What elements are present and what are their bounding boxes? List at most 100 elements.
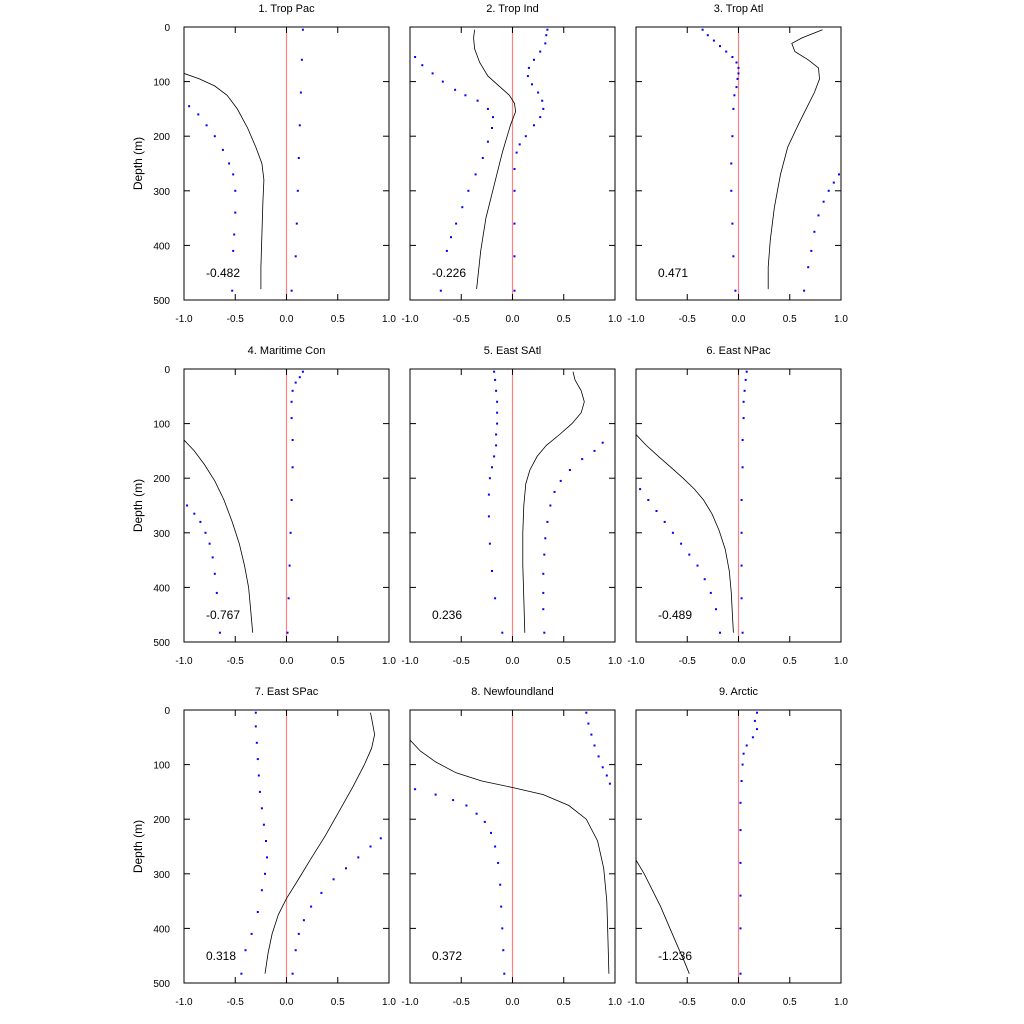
panel-title: 1. Trop Pac: [258, 3, 315, 15]
x-tick-label: 1.0: [382, 656, 396, 667]
y-tick-label: 400: [153, 924, 170, 935]
bound-point: [499, 883, 502, 886]
bound-point: [260, 807, 263, 810]
y-tick-label: 500: [153, 638, 170, 649]
bound-point: [732, 107, 735, 110]
bound-point: [414, 788, 417, 791]
bound-point: [465, 804, 468, 807]
x-tick-label: 1.0: [834, 997, 848, 1008]
bound-point: [291, 972, 294, 975]
bound-point: [232, 249, 235, 252]
bound-point: [494, 597, 497, 600]
bound-point: [543, 553, 546, 556]
bound-point: [737, 72, 740, 75]
x-tick-label: 1.0: [834, 656, 848, 667]
bound-point: [740, 780, 743, 782]
bound-point: [294, 949, 297, 952]
x-tick-label: 0.5: [331, 314, 345, 325]
bound-point: [518, 143, 521, 146]
bound-point: [822, 200, 825, 203]
bound-point: [725, 50, 728, 53]
bound-point: [439, 289, 442, 292]
bound-point: [543, 631, 546, 634]
correlation-line: [184, 73, 265, 290]
correlation-value: 0.318: [206, 949, 236, 963]
bound-point: [256, 758, 259, 761]
bound-point: [731, 56, 734, 58]
bound-point: [213, 572, 216, 575]
panel-title: 9. Arctic: [719, 686, 759, 698]
y-tick-label: 0: [164, 365, 170, 376]
correlation-value: 0.236: [432, 608, 462, 622]
correlation-line: [767, 29, 823, 290]
x-tick-label: 0.0: [280, 314, 294, 325]
bound-point: [434, 793, 437, 796]
bound-point: [597, 755, 600, 758]
bound-point: [559, 479, 562, 482]
x-tick-label: 1.0: [608, 656, 622, 667]
bound-point: [474, 173, 477, 176]
bound-point: [233, 233, 236, 236]
bound-point: [486, 107, 489, 110]
bound-point: [379, 837, 382, 840]
bound-point: [494, 845, 497, 848]
x-tick-label: 0.0: [506, 997, 520, 1008]
bound-point: [496, 400, 499, 403]
bound-point: [254, 725, 257, 728]
bound-point: [745, 744, 748, 747]
bound-point: [301, 28, 304, 31]
bound-point: [244, 949, 247, 952]
bound-point: [487, 493, 490, 496]
bound-point: [739, 829, 742, 832]
bound-point: [741, 439, 744, 441]
bound-point: [838, 173, 840, 176]
bound-point: [475, 812, 478, 815]
x-tick-label: 0.0: [280, 656, 294, 667]
x-tick-label: 0.0: [506, 314, 520, 325]
bound-point: [486, 140, 489, 143]
bound-point: [441, 80, 444, 83]
y-tick-label: 300: [153, 529, 170, 540]
bound-point: [298, 376, 301, 379]
panel-1: 1. Trop Pac -1.0 -0.5 0.0 0.5 1.0 0 100 200 300 40…: [131, 3, 396, 325]
x-tick-label: 0.5: [331, 997, 345, 1008]
bound-point: [593, 449, 596, 452]
bound-point: [286, 631, 289, 634]
bound-point: [232, 173, 235, 176]
panel-title: 6. East NPac: [706, 345, 771, 357]
bound-point: [294, 255, 297, 258]
panel-2: 2. Trop Ind -1.0 -0.5 0.0 0.5 1.0 -0.226: [401, 3, 622, 325]
x-tick-label: 0.0: [732, 997, 746, 1008]
bound-point: [533, 58, 535, 61]
y-tick-label: 500: [153, 296, 170, 307]
bound-point: [234, 211, 237, 214]
bound-point: [211, 556, 214, 559]
bound-point: [492, 116, 494, 119]
bound-point: [531, 83, 533, 86]
panel-6: 6. East NPac -1.0 -0.5 0.0 0.5 1.0 -0.489: [627, 345, 848, 667]
bound-point: [186, 504, 189, 507]
bound-point: [513, 189, 516, 192]
bound-point: [491, 570, 493, 572]
correlation-line: [473, 29, 517, 290]
bound-point: [813, 230, 816, 233]
bound-point: [541, 99, 544, 102]
bound-point: [287, 597, 290, 600]
correlation-value: 0.372: [432, 949, 462, 963]
bound-point: [240, 972, 243, 975]
bound-point: [817, 214, 820, 217]
bound-point: [527, 66, 530, 69]
x-tick-label: 0.5: [557, 997, 571, 1008]
bound-point: [496, 422, 499, 425]
correlation-line: [636, 859, 690, 974]
bound-point: [827, 189, 830, 192]
bound-point: [581, 458, 584, 461]
bound-point: [807, 266, 810, 269]
bound-point: [739, 801, 742, 804]
y-tick-label: 100: [153, 78, 170, 89]
bound-point: [549, 504, 552, 507]
bound-point: [539, 50, 542, 53]
bound-point: [553, 490, 556, 493]
bound-point: [493, 370, 496, 373]
x-tick-label: -0.5: [227, 997, 245, 1008]
